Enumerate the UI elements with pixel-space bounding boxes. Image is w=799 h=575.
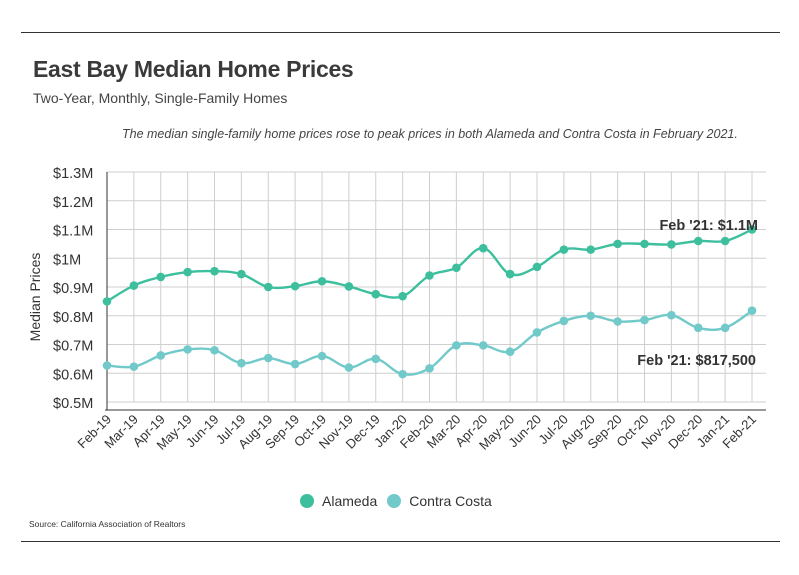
top-rule [21,32,780,33]
data-point-alameda [102,297,112,306]
data-point-contra-costa [129,362,139,371]
y-tick-label: $0.7M [53,339,93,355]
legend: Alameda Contra Costa [300,493,492,509]
y-tick-label: $0.6M [53,367,93,383]
data-point-alameda [452,263,461,273]
data-point-contra-costa [586,311,596,321]
legend-swatch-contra-costa [387,494,402,508]
data-point-alameda [425,271,434,280]
data-point-contra-costa [210,345,219,355]
data-point-contra-costa [720,323,730,333]
data-point-alameda [344,282,354,291]
data-point-contra-costa [263,353,273,363]
y-tick-label: $1.3M [53,166,93,182]
data-point-alameda [156,272,166,282]
bottom-rule [21,541,780,542]
data-point-alameda [613,239,622,249]
y-tick-label: $0.5M [53,396,93,412]
data-point-contra-costa [559,316,569,326]
data-point-alameda [317,276,327,286]
data-point-alameda [693,236,703,246]
data-point-contra-costa [398,369,407,379]
data-point-contra-costa [667,310,676,320]
annotation-label: Feb '21: $1.1M [659,218,758,234]
data-point-alameda [237,269,246,279]
data-point-alameda [129,281,139,290]
data-point-contra-costa [505,347,515,356]
data-point-contra-costa [478,341,488,350]
data-point-contra-costa [237,358,246,368]
data-point-alameda [720,236,730,246]
chart-note: The median single-family home prices ros… [122,127,738,141]
y-tick-label: $0.8M [53,310,93,326]
data-point-contra-costa [693,323,703,333]
y-tick-label: $1.2M [53,195,93,211]
y-tick-label: $0.9M [53,281,93,297]
data-point-contra-costa [613,317,622,326]
data-point-alameda [532,262,542,272]
data-point-contra-costa [317,351,327,361]
legend-item-contra-costa: Contra Costa [387,493,492,509]
data-point-contra-costa [425,364,434,373]
data-point-alameda [371,289,381,299]
data-point-contra-costa [452,341,461,350]
legend-swatch-alameda [300,494,314,508]
source-note: Source: California Association of Realto… [29,519,186,529]
annotation-label: Feb '21: $817,500 [637,353,756,369]
data-point-alameda [398,291,407,301]
legend-label-contra-costa: Contra Costa [409,493,492,509]
data-point-contra-costa [371,354,381,364]
data-point-alameda [210,266,219,276]
data-point-alameda [667,240,676,249]
y-tick-label: $1.1M [53,224,93,240]
data-point-alameda [559,245,569,254]
data-point-alameda [290,281,300,291]
y-axis-label: Median Prices [27,253,43,342]
data-point-contra-costa [747,306,757,316]
legend-label-alameda: Alameda [322,493,378,509]
data-point-contra-costa [156,351,166,360]
data-point-contra-costa [640,315,649,325]
data-point-contra-costa [102,361,112,370]
data-point-alameda [478,243,488,253]
data-point-alameda [183,267,192,277]
chart-title: East Bay Median Home Prices [33,56,354,82]
chart-subtitle: Two-Year, Monthly, Single-Family Homes [33,90,288,106]
data-point-contra-costa [290,359,300,369]
data-point-alameda [640,239,649,249]
data-point-contra-costa [344,363,354,372]
data-point-contra-costa [183,345,192,354]
legend-item-alameda: Alameda [300,493,377,509]
data-point-contra-costa [532,328,542,337]
data-point-alameda [747,225,757,234]
y-tick-label: $1M [53,252,81,268]
data-point-alameda [586,245,596,254]
data-point-alameda [505,269,515,279]
data-point-alameda [263,282,273,292]
